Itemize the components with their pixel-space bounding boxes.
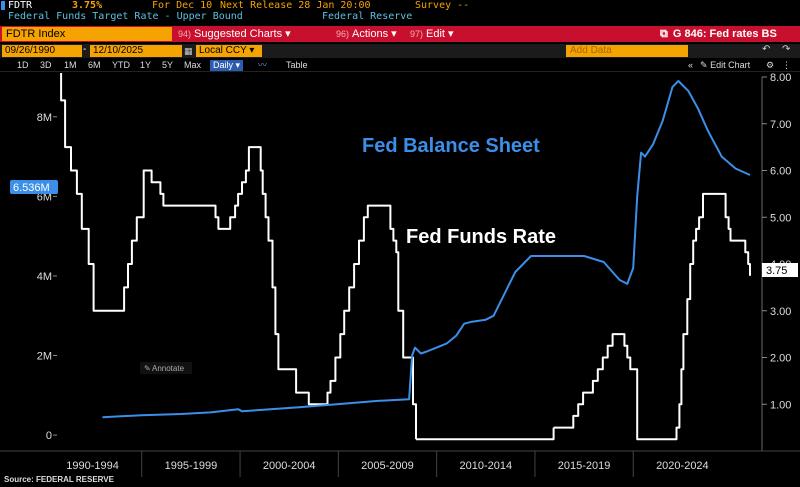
series-lines [60, 73, 751, 441]
table-button[interactable]: Table [286, 60, 308, 70]
dropdown-arrow-icon: ▾ [391, 28, 397, 40]
redo-icon[interactable]: ↷ [782, 44, 791, 55]
timeframe-max[interactable]: Max [184, 60, 202, 70]
right-tick-label: 7.00 [770, 119, 791, 131]
pencil-icon: ✎ [700, 60, 708, 70]
popout-icon[interactable]: ⧉ [660, 28, 668, 40]
range-bar: 09/26/1990 - 12/10/2025 ▦ Local CCY ▾ Ad… [0, 44, 800, 58]
left-tick-label: 6M [37, 191, 52, 203]
timeframe-1y[interactable]: 1Y [140, 60, 152, 70]
ticker-header-row: FDTR 3.75% For Dec 10 Next Release 28 Ja… [0, 0, 800, 11]
x-axis-ticks: 1990-1994 1995-1999 2000-2004 2005-2009 2010… [66, 451, 709, 477]
ticker-symbol: FDTR [8, 0, 33, 11]
annotate-label: Annotate [152, 364, 185, 373]
x-tick-label: 1990-1994 [66, 460, 119, 472]
annotation-fed-funds: Fed Funds Rate [406, 226, 556, 248]
x-tick-label: 2020-2024 [656, 460, 709, 472]
x-tick-label: 2000-2004 [263, 460, 316, 472]
security-field[interactable]: FDTR Index [2, 27, 172, 41]
left-tick-label: 8M [37, 112, 52, 124]
timeframe-3d[interactable]: 3D [40, 60, 52, 70]
annotate-button[interactable]: ✎ Annotate [140, 362, 192, 374]
for-date: For Dec 10 [152, 0, 213, 11]
right-last-value-label: 3.75 [762, 263, 798, 277]
fed-funds-line-2016-2025 [553, 192, 751, 441]
x-tick-label: 2010-2014 [459, 460, 512, 472]
next-release: Next Release 28 Jan 20:00 [220, 0, 371, 11]
more-icon[interactable]: ⋮ [782, 60, 791, 70]
balance-sheet-line [102, 80, 751, 419]
survey-value: Survey -- [415, 0, 470, 11]
fed-funds-line-zero-bound [416, 427, 555, 441]
add-data-input[interactable]: Add Data [566, 45, 688, 57]
left-tick-label: 4M [37, 271, 52, 283]
suggested-charts-button[interactable]: 94) Suggested Charts ▾ [178, 28, 291, 40]
right-tick-label: 6.00 [770, 166, 791, 178]
left-tick-label: 0 [46, 430, 52, 442]
pencil-icon: ✎ [144, 364, 151, 373]
x-tick-label: 1995-1999 [165, 460, 218, 472]
right-tick-label: 3.00 [770, 306, 791, 318]
currency-select[interactable]: Local CCY ▾ [196, 45, 262, 57]
ticker-value: 3.75% [72, 0, 103, 11]
undo-icon[interactable]: ↶ [762, 44, 771, 55]
edit-button[interactable]: 97) Edit ▾ [410, 28, 454, 40]
right-tick-label: 8.00 [770, 73, 791, 84]
calendar-icon[interactable]: ▦ [184, 46, 193, 56]
chart-canvas: 1990-1994 1995-1999 2000-2004 2005-2009 2010… [0, 73, 800, 487]
series-description: Federal Funds Target Rate - Upper Bound [8, 11, 243, 22]
date-separator: - [83, 44, 87, 55]
annotation-balance-sheet: Fed Balance Sheet [362, 135, 540, 157]
left-axis-ticks: 0 2M 4M 6M 8M [37, 112, 57, 442]
end-date-input[interactable]: 12/10/2025 [90, 45, 182, 57]
settings-icon[interactable]: ⚙ [766, 60, 775, 70]
source-footer: Source: FEDERAL RESERVE [4, 475, 115, 484]
fed-funds-line-1990-2008 [60, 73, 417, 440]
right-tick-label: 2.00 [770, 353, 791, 365]
timeframe-1m[interactable]: 1M [64, 60, 77, 70]
dropdown-arrow-icon: ▾ [285, 28, 291, 40]
chart-background [0, 73, 800, 487]
timeframe-ytd[interactable]: YTD [112, 60, 130, 70]
periodicity-select[interactable]: Daily ▾ [210, 60, 244, 71]
chart-toolbar: FDTR Index 94) Suggested Charts ▾ 96) Acti… [0, 26, 800, 42]
right-tick-label: 5.00 [770, 212, 791, 224]
left-last-value-text: 6.536M [13, 182, 50, 194]
timeframe-6m[interactable]: 6M [88, 60, 101, 70]
source-label: Federal Reserve [322, 11, 413, 22]
dropdown-arrow-icon: ▾ [249, 45, 255, 56]
timeframe-bar: 1D 3D 1M 6M YTD 1Y 5Y Max Daily ▾ 〰 Tabl… [0, 59, 800, 72]
actions-button[interactable]: 96) Actions ▾ [336, 28, 397, 40]
dropdown-arrow-icon: ▾ [235, 60, 241, 70]
left-tick-label: 2M [37, 351, 52, 363]
series-color-swatch [1, 1, 5, 10]
collapse-icon[interactable]: « [688, 60, 694, 70]
dropdown-arrow-icon: ▾ [448, 28, 454, 40]
chart-id: ⧉ G 846: Fed rates BS [660, 28, 777, 40]
x-tick-label: 2015-2019 [558, 460, 611, 472]
edit-chart-button[interactable]: ✎ Edit Chart [700, 60, 751, 70]
right-last-value-text: 3.75 [766, 265, 787, 277]
description-row: Federal Funds Target Rate - Upper Bound … [0, 11, 800, 23]
start-date-input[interactable]: 09/26/1990 [2, 45, 82, 57]
x-tick-label: 2005-2009 [361, 460, 414, 472]
timeframe-5y[interactable]: 5Y [162, 60, 174, 70]
right-tick-label: 1.00 [770, 399, 791, 411]
timeframe-1d[interactable]: 1D [17, 60, 29, 70]
line-chart-icon[interactable]: 〰 [258, 60, 268, 70]
left-last-value-label: 6.536M [10, 180, 58, 194]
